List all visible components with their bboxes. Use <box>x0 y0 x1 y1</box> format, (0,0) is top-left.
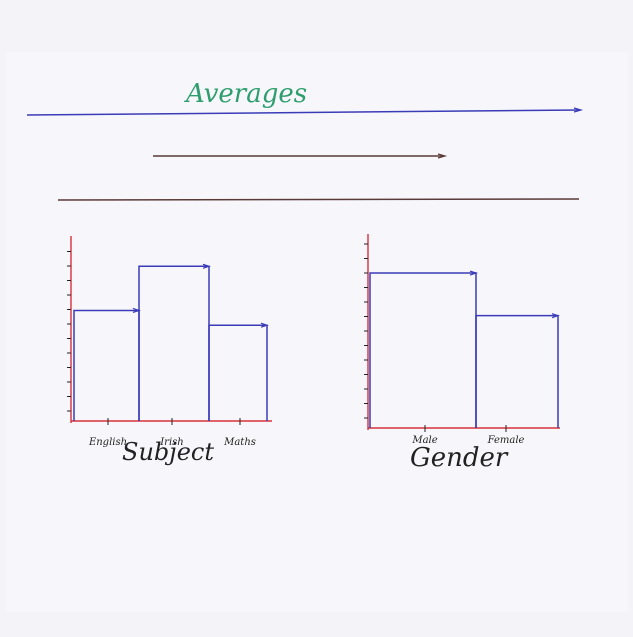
title-text: Averages <box>184 79 307 109</box>
bar-arrow <box>551 313 560 319</box>
category-label: Maths <box>223 437 256 448</box>
bar <box>208 324 268 421</box>
subject-chart: English Irish Maths <box>67 236 272 448</box>
ruled-line-2-arrow <box>437 153 448 159</box>
subject-axis-title: Subject <box>122 438 214 466</box>
bar <box>138 265 210 421</box>
bar <box>369 272 477 428</box>
category-label: Irish <box>159 437 184 448</box>
bar <box>73 309 140 421</box>
gender-axis-title: Gender <box>410 443 509 473</box>
bar-arrow <box>202 263 211 269</box>
category-label: Male <box>411 435 437 446</box>
ruled-line-3 <box>57 198 580 201</box>
category-label: English <box>88 437 127 448</box>
ruled-line-1 <box>26 109 581 116</box>
bar-arrow <box>260 322 269 328</box>
ruled-line-1-arrow <box>573 107 584 113</box>
bar-arrow <box>469 270 478 276</box>
bar <box>475 314 559 428</box>
paper-sheet <box>6 52 628 612</box>
category-label: Female <box>487 435 525 446</box>
gender-chart: Male Female <box>364 234 560 446</box>
ruled-lines <box>26 107 584 201</box>
